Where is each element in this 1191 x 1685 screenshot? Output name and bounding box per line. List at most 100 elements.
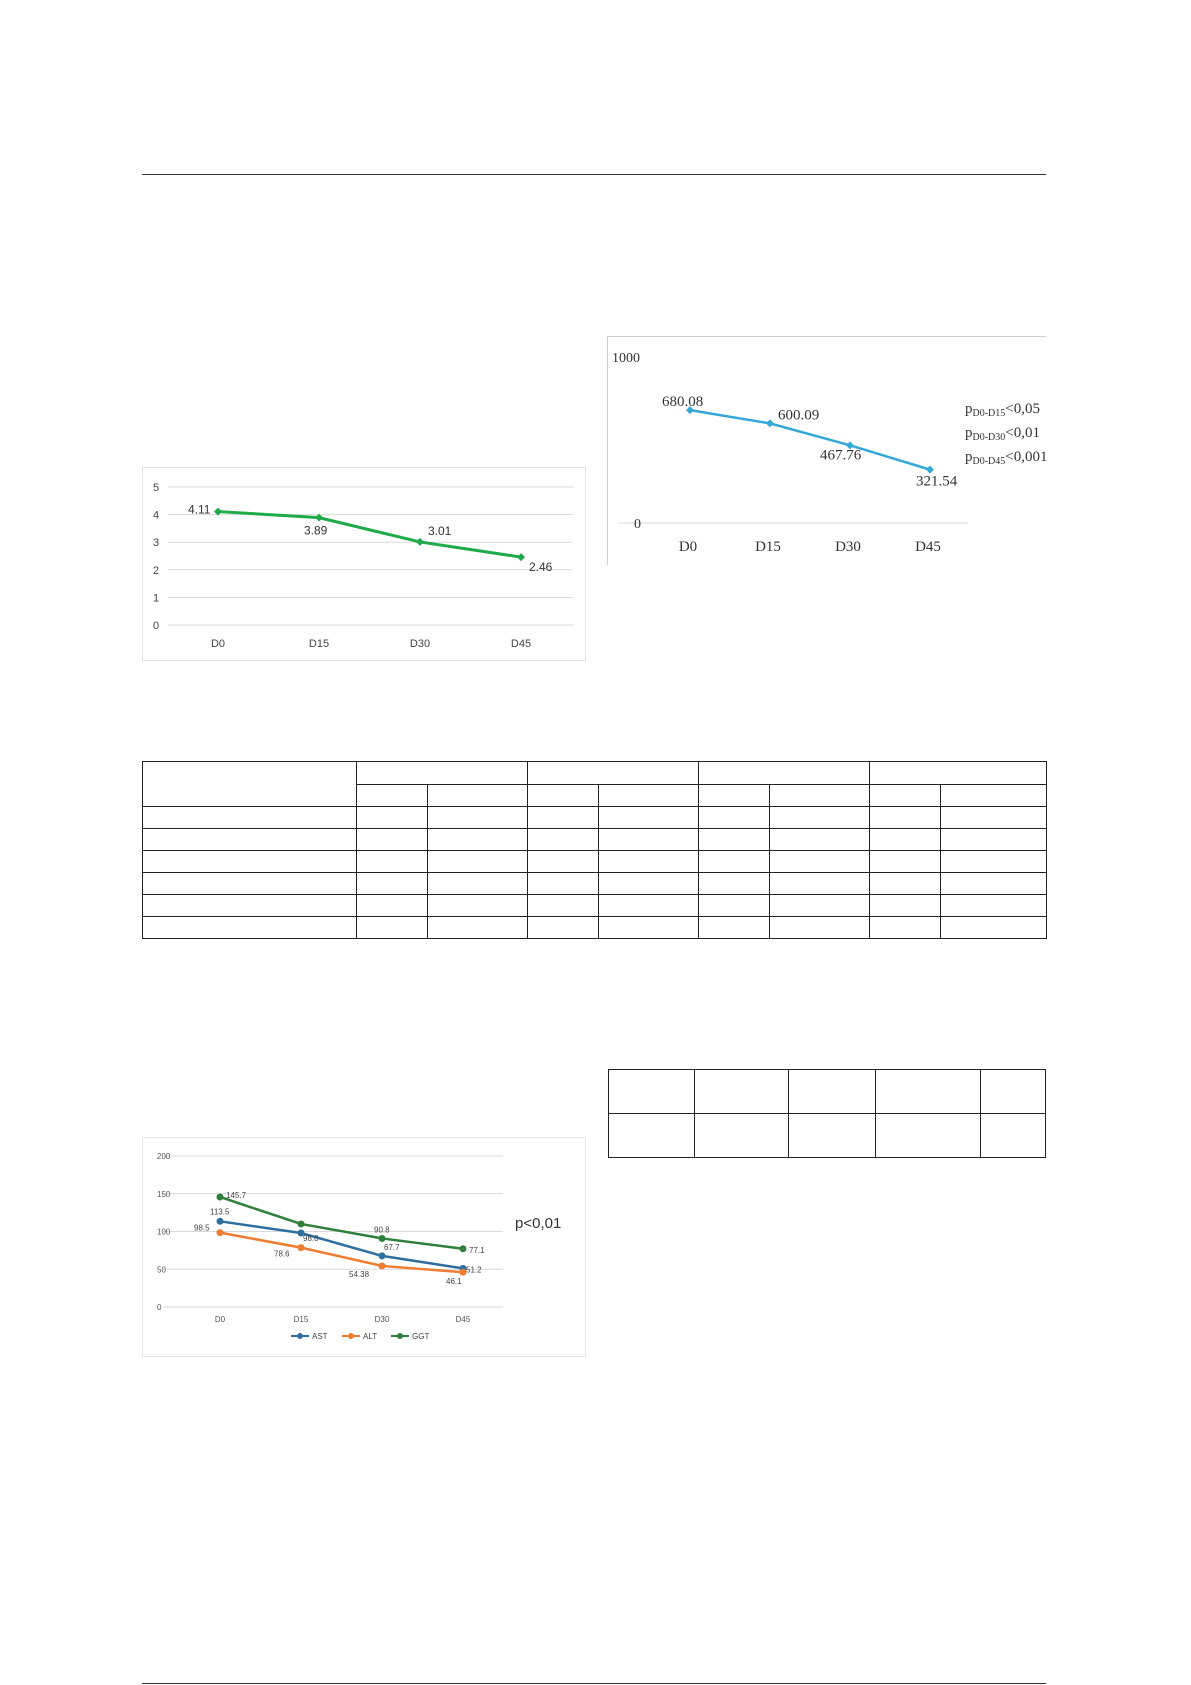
table-1-cell: [142, 894, 357, 917]
data-point: [846, 441, 854, 450]
table-1-cell: [356, 806, 428, 829]
table-1-cell: [527, 850, 599, 873]
table-1-cell: [142, 806, 357, 829]
y-tick-label: 0: [157, 1303, 162, 1312]
series-line: [217, 510, 522, 559]
data-label: 77.1: [469, 1246, 485, 1255]
table-1-cell: [698, 828, 770, 851]
y-tick-label: 0: [153, 620, 159, 632]
table-1-cell: [940, 916, 1047, 939]
data-point: [686, 406, 694, 415]
table-1-cell: [869, 916, 941, 939]
table-1-subheader: [940, 784, 1047, 807]
table-2-cell: [980, 1069, 1046, 1114]
data-label: 51.2: [466, 1265, 482, 1274]
table-2-cell: [788, 1113, 876, 1158]
table-1-cell: [356, 872, 428, 895]
y-tick-label: 1: [153, 592, 159, 604]
data-point: [216, 1229, 224, 1237]
table-1-subheader: [698, 784, 770, 807]
chart-blue-svg: 1000 0 D0 D15 D30 D45 680.08 600.09 467.76 321.54…: [612, 351, 1048, 555]
table-1-cell: [940, 850, 1047, 873]
series-line: [219, 1220, 464, 1270]
legend-label: GGT: [412, 1332, 429, 1341]
chart-blue-line: 1000 0 D0 D15 D30 D45 680.08 600.09 467.76 321.54…: [607, 336, 1048, 565]
p-value-annotation: p<0,01: [515, 1215, 561, 1232]
data-label: 113.5: [210, 1207, 230, 1216]
table-1-subheader: [869, 784, 941, 807]
table-1-cell: [940, 806, 1047, 829]
table-2-cell: [875, 1069, 981, 1114]
table-1: [142, 761, 1047, 939]
chart-liver-enzymes: 0 50 100 150 200 D0 D15 D30 D45 113.5 98.0 67.7 51.2…: [142, 1137, 586, 1357]
y-tick-label: 50: [157, 1265, 166, 1274]
x-tick-label: D30: [835, 539, 861, 555]
table-1-cell: [769, 916, 870, 939]
series-line: [219, 1231, 464, 1274]
table-1-cell: [698, 872, 770, 895]
table-1-corner-cell: [142, 761, 357, 807]
p-value-annotation: pD0-D15<0,05: [965, 401, 1040, 419]
table-1-cell: [527, 894, 599, 917]
data-point: [216, 1217, 224, 1225]
table-2-cell: [788, 1069, 876, 1114]
data-point: [297, 1220, 305, 1228]
legend-marker: [297, 1333, 303, 1339]
table-1-cell: [869, 894, 941, 917]
table-1-cell: [356, 894, 428, 917]
y-tick-label: 100: [157, 1228, 171, 1237]
x-tick-label: D45: [511, 638, 531, 650]
table-2-cell: [608, 1069, 695, 1114]
table-1-cell: [427, 894, 528, 917]
table-1-group-header: [869, 761, 1047, 785]
y-tick-label: 0: [634, 517, 641, 532]
data-point: [459, 1268, 467, 1276]
data-label: 600.09: [778, 407, 819, 423]
table-1-cell: [427, 850, 528, 873]
y-tick-label: 150: [157, 1190, 171, 1199]
table-2-cell: [608, 1113, 695, 1158]
data-point: [517, 553, 525, 562]
data-point: [315, 513, 323, 522]
table-1-subheader: [427, 784, 528, 807]
table-1-cell: [598, 916, 699, 939]
data-point: [378, 1234, 386, 1242]
table-1-cell: [356, 850, 428, 873]
data-label: 4.11: [188, 503, 211, 517]
table-1-cell: [356, 916, 428, 939]
data-point: [378, 1252, 386, 1260]
chart-liver-svg: 0 50 100 150 200 D0 D15 D30 D45 113.5 98.0 67.7 51.2…: [157, 1152, 561, 1341]
data-label: 46.1: [446, 1277, 462, 1286]
table-1-cell: [698, 916, 770, 939]
table-1-cell: [527, 828, 599, 851]
data-label: 98.0: [303, 1234, 319, 1243]
table-1-cell: [940, 828, 1047, 851]
table-1-cell: [769, 806, 870, 829]
x-tick-label: D30: [410, 638, 430, 650]
legend-label: AST: [312, 1332, 328, 1341]
table-1-cell: [598, 894, 699, 917]
table-1-cell: [598, 850, 699, 873]
data-point: [216, 1193, 224, 1201]
footer-rule: [142, 1683, 1046, 1684]
table-1-cell: [427, 916, 528, 939]
legend-marker: [348, 1333, 354, 1339]
table-1-cell: [527, 806, 599, 829]
p-value-annotation: pD0-D45<0,001: [965, 449, 1048, 467]
data-label: 321.54: [916, 474, 958, 490]
table-1-cell: [527, 872, 599, 895]
series-line: [219, 1195, 464, 1251]
table-1-cell: [427, 872, 528, 895]
table-1-cell: [598, 872, 699, 895]
table-1-cell: [869, 828, 941, 851]
x-tick-label: D15: [755, 539, 781, 555]
table-1-cell: [869, 850, 941, 873]
data-point: [766, 419, 774, 428]
table-1-cell: [427, 806, 528, 829]
table-2-cell: [694, 1069, 789, 1114]
table-1-subheader: [598, 784, 699, 807]
p-value-annotation: pD0-D30<0,01: [965, 425, 1040, 443]
y-tick-label: 4: [153, 510, 159, 522]
table-2-cell: [694, 1113, 789, 1158]
table-1-cell: [427, 828, 528, 851]
